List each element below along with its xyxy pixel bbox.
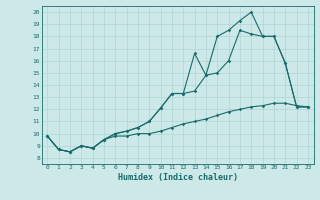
X-axis label: Humidex (Indice chaleur): Humidex (Indice chaleur) bbox=[118, 173, 237, 182]
